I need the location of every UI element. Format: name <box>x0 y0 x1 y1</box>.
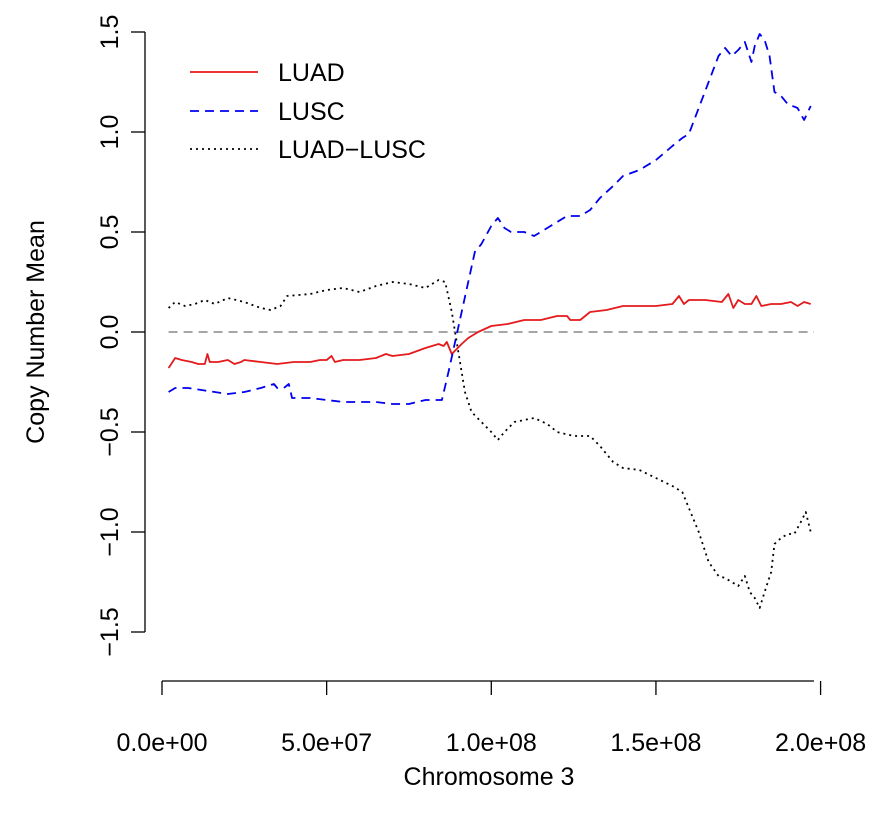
series-line-luad-lusc <box>167 279 812 609</box>
x-tick-label: 5.0e+07 <box>281 729 372 757</box>
series-line-lusc <box>168 33 812 405</box>
y-axis-title: Copy Number Mean <box>22 220 50 444</box>
legend: LUAD LUSC LUAD−LUSC <box>190 59 426 164</box>
y-axis-ticks: −1.5 −1.0 −0.5 0.0 0.5 1.0 1.5 <box>96 15 145 657</box>
legend-label-lusc: LUSC <box>278 98 345 126</box>
y-tick-label: 1.0 <box>96 115 124 150</box>
x-tick-label: 2.0e+08 <box>775 729 866 757</box>
y-tick-label: 0.5 <box>96 215 124 250</box>
x-axis-title: Chromosome 3 <box>404 763 575 791</box>
y-tick-label: 0.0 <box>96 315 124 350</box>
legend-label-luad: LUAD <box>278 59 345 87</box>
x-axis: 0.0e+00 5.0e+07 1.0e+08 1.5e+08 2.0e+08 <box>116 680 866 757</box>
legend-label-luad-lusc: LUAD−LUSC <box>278 136 426 164</box>
y-tick-label: 1.5 <box>96 15 124 50</box>
y-tick-label: −0.5 <box>96 407 124 456</box>
y-tick-label: −1.0 <box>96 507 124 556</box>
x-tick-label: 0.0e+00 <box>116 729 207 757</box>
series-layer <box>167 33 812 609</box>
x-tick-label: 1.0e+08 <box>446 729 537 757</box>
y-axis: −1.5 −1.0 −0.5 0.0 0.5 1.0 1.5 <box>96 15 146 657</box>
x-axis-ticks: 0.0e+00 5.0e+07 1.0e+08 1.5e+08 2.0e+08 <box>116 681 866 757</box>
x-tick-label: 1.5e+08 <box>610 729 701 757</box>
y-tick-label: −1.5 <box>96 607 124 656</box>
series-line-luad <box>167 293 811 369</box>
